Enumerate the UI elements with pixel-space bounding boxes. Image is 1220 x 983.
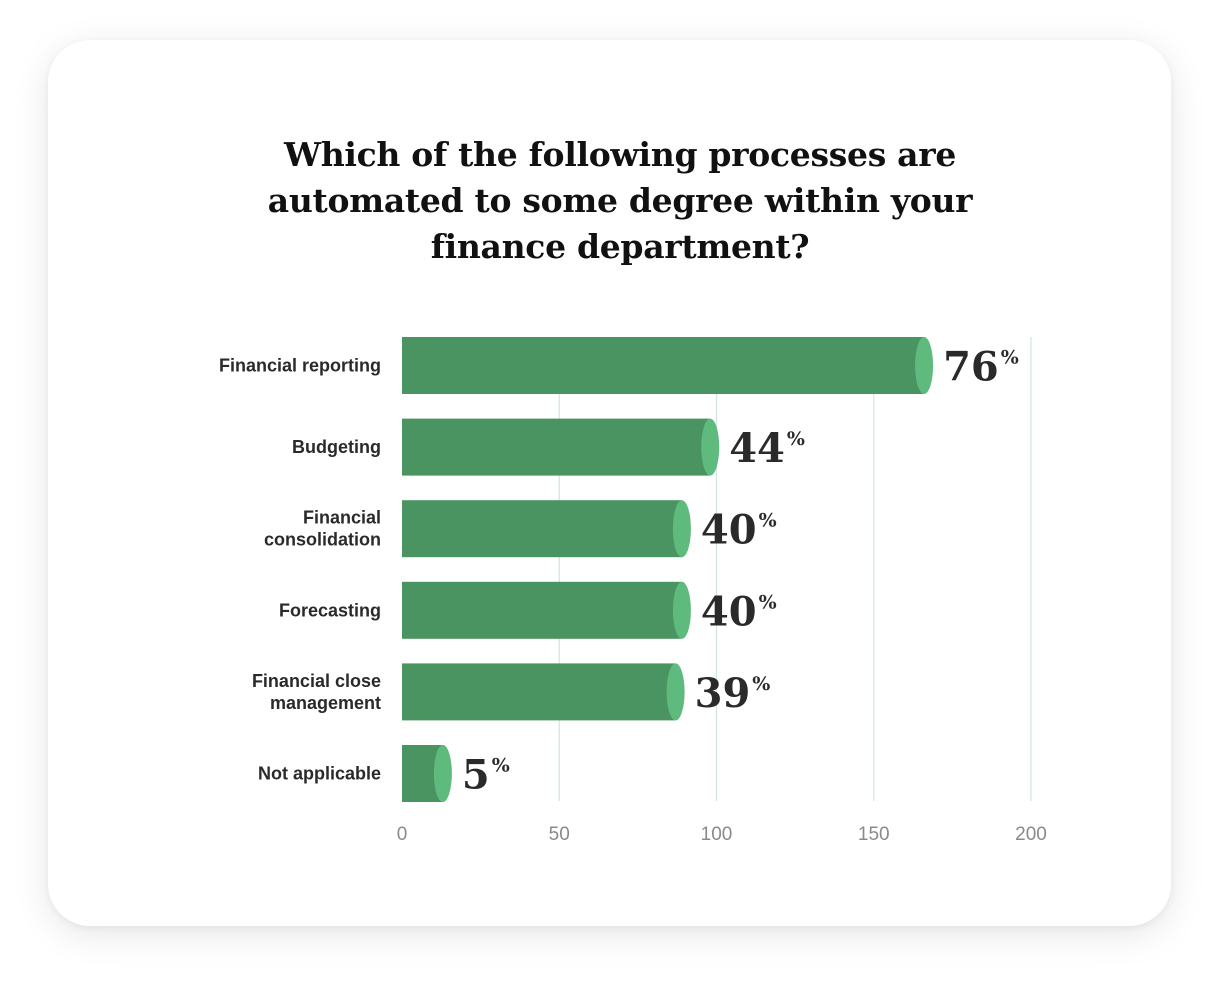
bar-1 xyxy=(402,418,711,476)
value-percent-sign-5: % xyxy=(492,755,510,777)
value-label-1: 44% xyxy=(729,425,805,472)
value-percent-sign-4: % xyxy=(752,673,770,695)
value-number-3: 40 xyxy=(701,588,757,635)
bar-cap-0 xyxy=(915,337,934,394)
x-tick-label-0: 0 xyxy=(397,824,408,845)
bar-4 xyxy=(402,663,676,721)
category-label-0: Financial reporting xyxy=(219,356,381,376)
value-percent-sign-1: % xyxy=(787,428,805,450)
category-label-4-line-1: Financial close xyxy=(252,671,381,691)
bar-cap-5 xyxy=(433,745,452,802)
bar-cap-2 xyxy=(672,500,691,558)
value-number-5: 5 xyxy=(462,752,490,799)
bar-3 xyxy=(402,581,682,639)
value-percent-sign-3: % xyxy=(759,591,777,613)
x-tick-label-150: 150 xyxy=(858,824,890,845)
bar-layer xyxy=(402,337,934,802)
category-label-2-line-2: consolidation xyxy=(264,530,381,550)
value-percent-sign-0: % xyxy=(1001,347,1019,369)
bar-cap-3 xyxy=(672,581,691,639)
x-tick-label-200: 200 xyxy=(1015,824,1047,845)
chart-title-line-1: Which of the following processes are xyxy=(283,135,957,174)
value-label-5: 5% xyxy=(462,752,510,799)
x-tick-label-50: 50 xyxy=(549,824,570,845)
bar-0 xyxy=(402,337,925,394)
chart-card xyxy=(48,40,1171,926)
value-number-0: 76 xyxy=(943,344,999,391)
category-label-3: Forecasting xyxy=(279,600,381,620)
bar-cap-1 xyxy=(701,418,720,476)
value-number-1: 44 xyxy=(729,425,785,472)
chart-title-line-3: finance department? xyxy=(430,227,810,266)
category-label-5: Not applicable xyxy=(258,764,381,784)
label-layer: 0 50 100 150 200 Financial reporting 76 % Budget… xyxy=(219,344,1047,846)
bar-cap-4 xyxy=(666,663,685,721)
value-number-4: 39 xyxy=(695,670,751,717)
value-label-2: 40% xyxy=(701,507,777,554)
chart-title-line-2: automated to some degree within your xyxy=(267,181,973,220)
category-label-1: Budgeting xyxy=(292,437,381,457)
chart-title: Which of the following processes are aut… xyxy=(200,132,1040,270)
value-number-2: 40 xyxy=(701,507,757,554)
value-label-4: 39% xyxy=(695,670,771,717)
value-label-0: 76% xyxy=(943,344,1019,391)
value-label-3: 40% xyxy=(701,588,777,635)
x-tick-label-100: 100 xyxy=(701,824,733,845)
category-label-2-line-1: Financial xyxy=(303,508,381,528)
grid-layer xyxy=(558,337,1032,801)
value-percent-sign-2: % xyxy=(759,510,777,532)
bar-2 xyxy=(402,500,682,558)
category-label-4-line-2: management xyxy=(270,693,381,713)
